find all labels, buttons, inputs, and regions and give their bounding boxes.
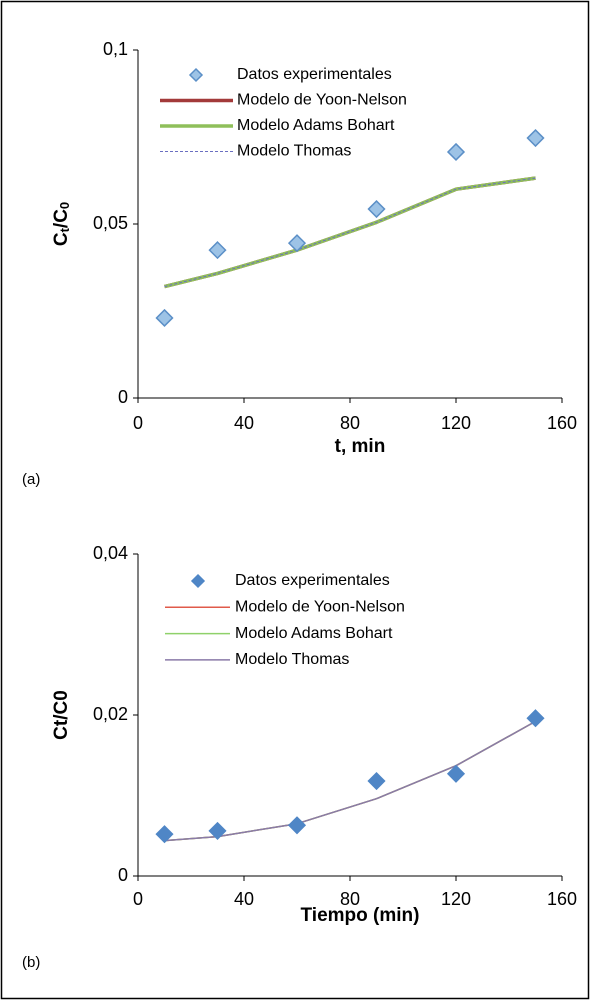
y-axis-label-part: Ct/C0 — [51, 690, 72, 740]
data-point — [208, 241, 227, 260]
data-point — [287, 816, 307, 835]
x-tick-label: 160 — [547, 413, 577, 433]
x-tick-label: 120 — [441, 889, 471, 909]
y-tick-label: 0 — [118, 865, 128, 885]
y-axis-label-part: t — [57, 227, 72, 232]
data-point — [446, 142, 466, 162]
data-point — [446, 764, 466, 783]
y-tick-label: 0,1 — [103, 39, 128, 59]
y-axis-label-part: 0 — [57, 202, 72, 209]
x-tick-label: 0 — [133, 413, 143, 433]
legend-label: Modelo Adams Bohart — [237, 117, 395, 134]
y-axis-label-part: /C — [51, 209, 72, 228]
x-axis-label: Tiempo (min) — [301, 905, 420, 926]
panel-label: (b) — [22, 954, 40, 971]
data-point — [526, 128, 545, 148]
legend-label: Modelo de Yoon-Nelson — [237, 92, 407, 109]
legend-label: Datos experimentales — [235, 572, 390, 589]
data-point — [208, 821, 227, 840]
x-tick-label: 40 — [234, 413, 254, 433]
legend-label: Modelo Thomas — [237, 143, 351, 160]
x-tick-label: 120 — [441, 413, 471, 433]
data-point — [367, 771, 386, 791]
legend-label: Modelo de Yoon-Nelson — [235, 599, 405, 616]
y-tick-label: 0,05 — [93, 213, 128, 233]
y-tick-label: 0,04 — [93, 543, 128, 563]
panel-label: (a) — [22, 471, 40, 488]
x-tick-label: 0 — [133, 889, 143, 909]
data-point — [155, 825, 174, 844]
y-axis-label: Ct/C0 — [51, 690, 72, 740]
y-axis-label-part: C — [51, 232, 72, 246]
x-tick-label: 40 — [234, 889, 254, 909]
model-line — [164, 720, 536, 842]
model-line — [164, 720, 536, 842]
legend-label: Datos experimentales — [237, 66, 392, 83]
y-tick-label: 0,02 — [93, 704, 128, 724]
x-axis-label: t, min — [335, 436, 386, 457]
x-tick-label: 80 — [340, 889, 360, 909]
x-tick-label: 160 — [547, 889, 577, 909]
y-axis-label: Ct/C0 — [51, 202, 72, 246]
legend-label: Modelo Thomas — [235, 651, 349, 668]
y-tick-label: 0 — [118, 387, 128, 407]
model-line — [164, 176, 536, 289]
data-point — [526, 709, 545, 728]
legend-marker — [190, 573, 206, 589]
data-point — [155, 308, 174, 328]
model-line — [164, 720, 536, 842]
model-line — [164, 177, 536, 288]
x-tick-label: 80 — [340, 413, 360, 433]
legend-label: Modelo Adams Bohart — [235, 625, 393, 642]
legend-marker — [188, 67, 204, 83]
data-point — [287, 234, 307, 253]
data-point — [367, 199, 386, 219]
